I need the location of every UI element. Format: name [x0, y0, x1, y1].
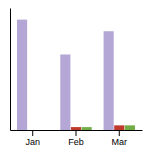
x-tick-label: Feb [68, 137, 84, 147]
bar [38, 130, 48, 131]
bar [28, 130, 38, 131]
x-tick-mark [76, 130, 77, 136]
x-tick-label: Jan [25, 137, 40, 147]
x-tick-label: Mar [112, 137, 128, 147]
bars [17, 20, 135, 130]
bar [125, 125, 135, 130]
x-tick: Feb [68, 130, 84, 147]
bar [114, 125, 124, 130]
series [17, 20, 114, 130]
x-tick: Mar [112, 130, 128, 147]
y-axis-line [10, 9, 11, 131]
x-tick-mark [32, 130, 33, 136]
plot: Jan Feb Mar [11, 9, 143, 148]
y-axis [10, 9, 11, 131]
x-tick-mark [119, 130, 120, 136]
series [82, 125, 135, 130]
bar [104, 31, 114, 130]
x-axis: Jan Feb Mar [11, 130, 143, 147]
bar [60, 54, 70, 130]
chart: Jan Feb Mar [0, 0, 150, 150]
bar [17, 20, 27, 130]
bar [71, 127, 81, 130]
bar [82, 127, 92, 130]
series [71, 125, 124, 130]
x-tick: Jan [25, 130, 40, 147]
